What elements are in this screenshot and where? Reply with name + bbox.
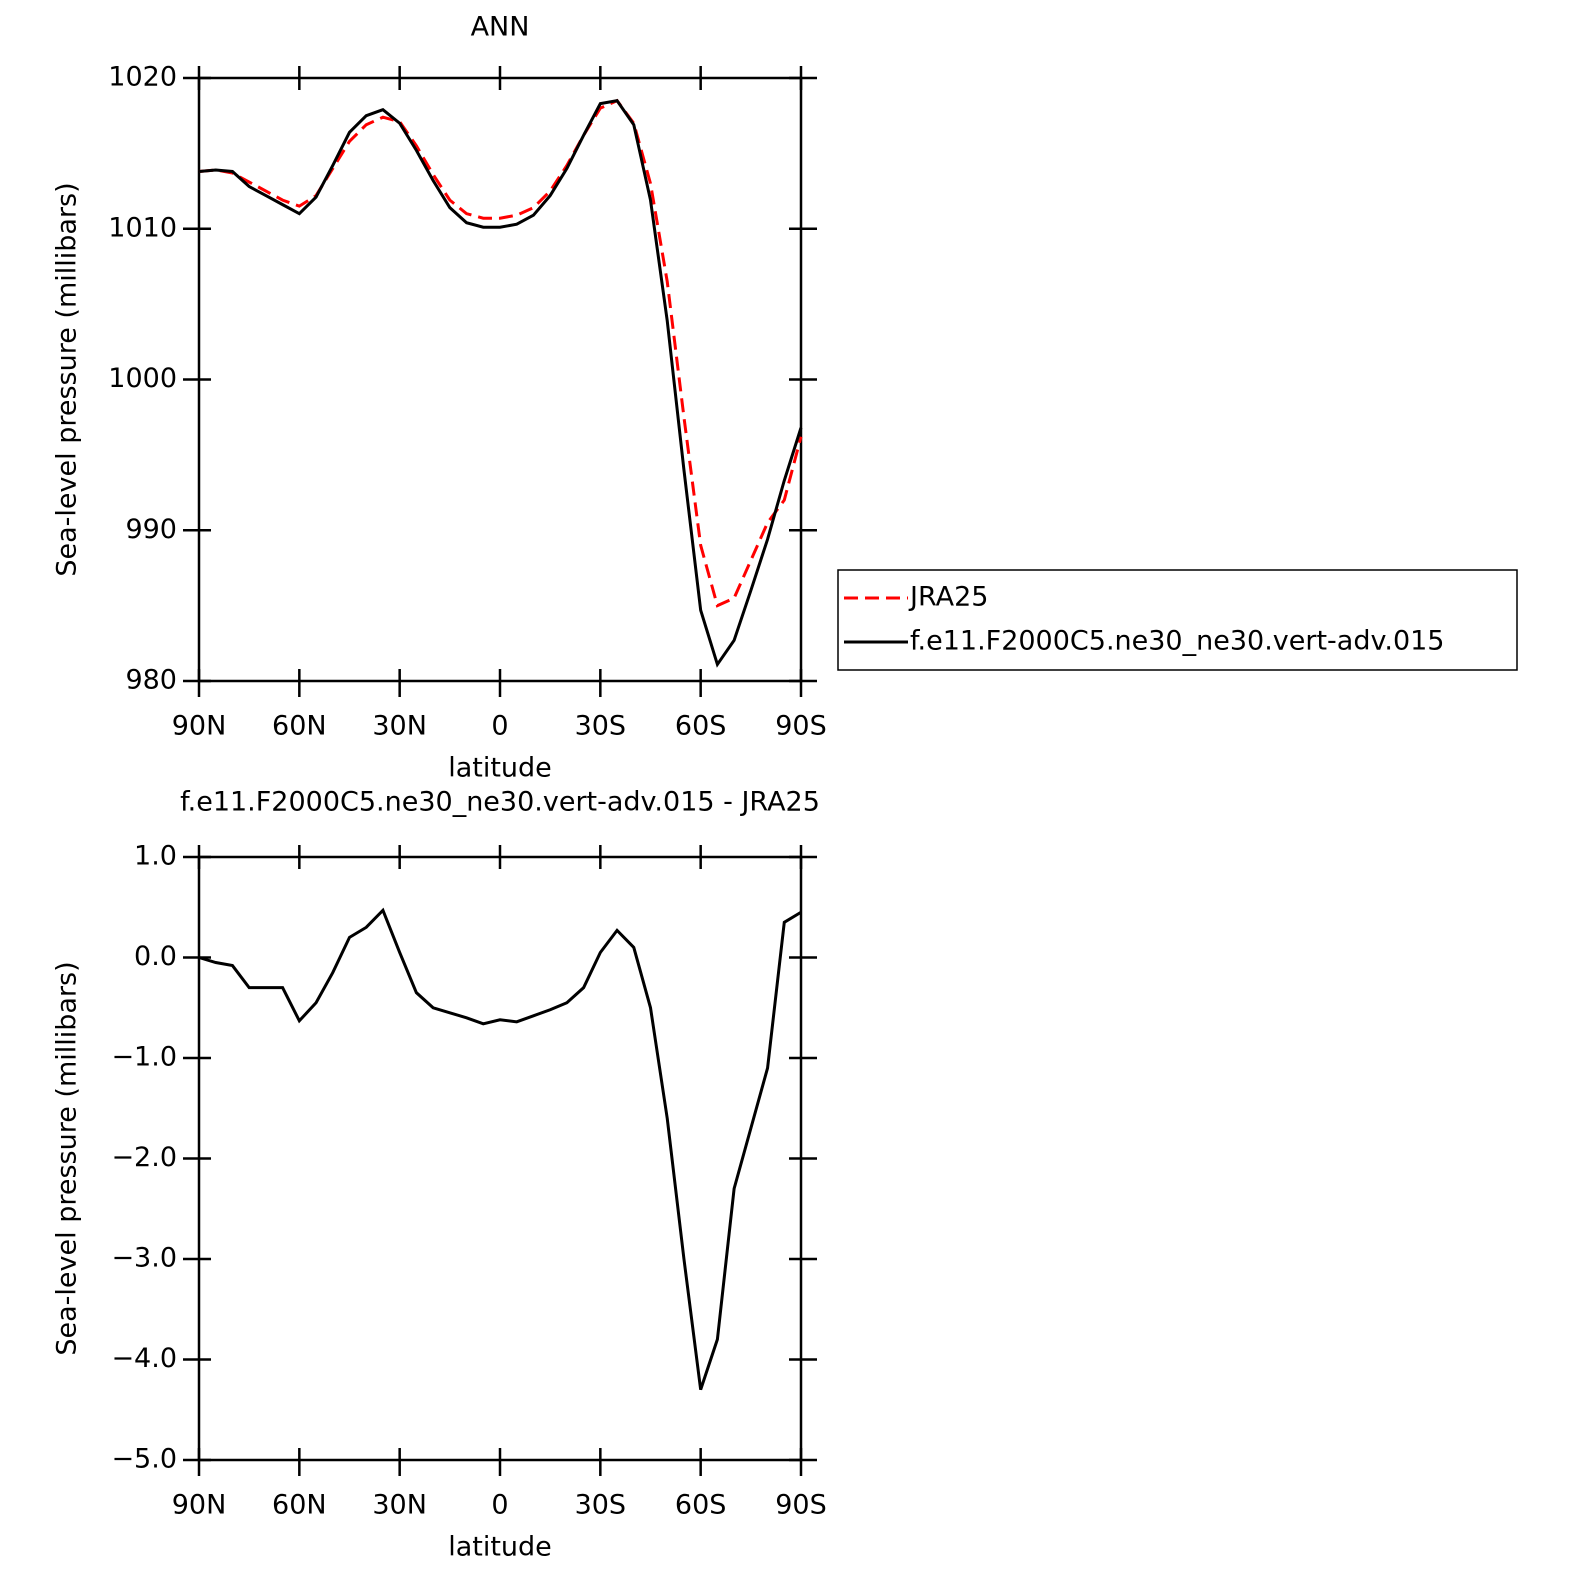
plot-frame — [197, 76, 803, 683]
y-tick-label: 0.0 — [134, 941, 177, 972]
x-tick-label: 30N — [372, 711, 427, 742]
y-axis-label: Sea-level pressure (millibars) — [52, 961, 83, 1355]
y-tick-label: 1010 — [108, 212, 177, 243]
series-line — [198, 98, 803, 608]
legend-box — [837, 569, 1518, 671]
x-axis-label: latitude — [448, 753, 552, 784]
y-tick-label: −3.0 — [111, 1243, 177, 1274]
x-tick-label: 60N — [272, 1490, 327, 1521]
legend-label: JRA25 — [908, 582, 988, 613]
y-tick-label: −5.0 — [111, 1444, 177, 1475]
y-tick-label: 1020 — [108, 62, 177, 93]
y-axis-label: Sea-level pressure (millibars) — [52, 182, 83, 576]
y-tick-label: 990 — [125, 514, 177, 545]
x-tick-label: 90S — [775, 711, 827, 742]
x-tick-label: 0 — [491, 1490, 508, 1521]
x-tick-label: 30S — [575, 711, 627, 742]
y-tick-label: −4.0 — [111, 1343, 177, 1374]
x-tick-label: 0 — [491, 711, 508, 742]
y-tick-label: −1.0 — [111, 1042, 177, 1073]
y-tick-label: 1000 — [108, 363, 177, 394]
y-tick-label: 1.0 — [134, 841, 177, 872]
x-tick-label: 60S — [675, 1490, 727, 1521]
plot-frame — [197, 855, 803, 1462]
x-tick-label: 30N — [372, 1490, 427, 1521]
x-tick-label: 60N — [272, 711, 327, 742]
series-line — [198, 907, 802, 1391]
x-tick-label: 90N — [172, 711, 227, 742]
y-tick-label: −2.0 — [111, 1142, 177, 1173]
legend-label: f.e11.F2000C5.ne30_ne30.vert-adv.015 — [910, 626, 1444, 657]
y-tick-label: 980 — [125, 665, 177, 696]
x-tick-label: 60S — [675, 711, 727, 742]
chart-title: ANN — [471, 12, 530, 43]
x-tick-label: 90S — [775, 1490, 827, 1521]
x-tick-label: 90N — [172, 1490, 227, 1521]
x-tick-label: 30S — [575, 1490, 627, 1521]
x-axis-label: latitude — [448, 1532, 552, 1563]
series-line — [198, 98, 803, 668]
chart-title: f.e11.F2000C5.ne30_ne30.vert-adv.015 - J… — [180, 787, 820, 818]
